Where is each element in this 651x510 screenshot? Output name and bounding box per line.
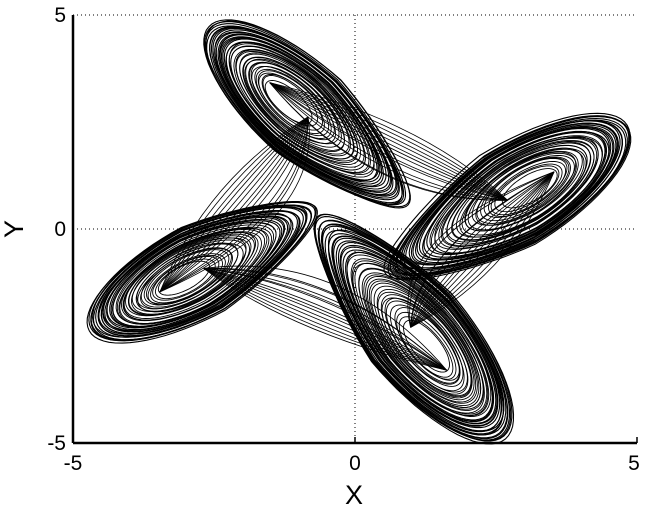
trajectory-curves — [86, 19, 632, 445]
trajectory-transition — [159, 116, 309, 293]
trajectory-loop — [467, 152, 577, 231]
trajectory-loop — [254, 66, 335, 141]
trajectory-loop — [346, 254, 489, 416]
trajectory-loop — [422, 131, 610, 261]
trajectory-loop — [327, 229, 505, 432]
y-axis-label: Y — [0, 220, 29, 238]
trajectory-transition — [159, 116, 309, 293]
trajectory-transition — [159, 116, 309, 293]
x-tick-label: 0 — [349, 452, 361, 475]
trajectory-loop — [451, 142, 592, 241]
trajectory-loop — [251, 65, 336, 144]
trajectory-transition — [203, 268, 447, 371]
trajectory-transition — [159, 116, 309, 293]
trajectory-transition — [410, 171, 555, 328]
trajectory-loop — [244, 59, 345, 153]
trajectory-transition — [159, 116, 309, 293]
trajectory-transition — [410, 171, 555, 328]
trajectory-transition — [159, 116, 309, 293]
trajectory-transition — [269, 82, 508, 201]
trajectory-loop — [476, 156, 571, 224]
trajectory-loop — [412, 125, 615, 265]
trajectory-loop — [248, 61, 345, 151]
trajectory-loop — [154, 258, 216, 300]
trajectory-loop — [146, 249, 230, 305]
trajectory-transition — [159, 116, 309, 293]
trajectory-transition — [203, 268, 447, 371]
y-tick-label: 5 — [54, 4, 66, 27]
trajectory-loop — [327, 233, 502, 433]
trajectory-loop — [137, 242, 244, 313]
axes — [71, 15, 638, 445]
trajectory-transition — [159, 116, 310, 293]
x-tick-label: 5 — [628, 452, 640, 475]
y-tick-label: 0 — [54, 218, 66, 241]
trajectory-transition — [159, 116, 309, 293]
trajectory-loop — [475, 155, 575, 226]
trajectory-loop — [245, 58, 350, 155]
trajectory-loop — [384, 297, 464, 387]
trajectory-loop — [104, 215, 290, 332]
x-tick-label: -5 — [64, 452, 83, 475]
trajectory-loop — [389, 304, 460, 384]
trajectory-loop — [116, 224, 275, 325]
trajectory-loop — [376, 288, 472, 397]
trajectory-transition — [159, 116, 309, 293]
grid — [73, 14, 637, 443]
trajectory-transition — [203, 268, 447, 371]
trajectory-loop — [365, 275, 478, 404]
trajectory-loop — [217, 33, 391, 192]
trajectory-loop — [131, 237, 247, 313]
trajectory-loop — [135, 239, 247, 312]
trajectory-loop — [206, 25, 403, 205]
trajectory-loop — [351, 260, 488, 415]
trajectory-loop — [385, 300, 461, 385]
trajectory-loop — [471, 151, 577, 226]
trajectory-loop — [501, 168, 558, 209]
trajectory-loop — [451, 144, 588, 241]
trajectory-loop — [363, 274, 480, 407]
trajectory-transition — [269, 82, 508, 201]
trajectory-loop — [461, 148, 585, 236]
trajectory-loop — [257, 70, 330, 137]
trajectory-loop — [464, 147, 583, 232]
trajectory-transition — [203, 268, 447, 371]
trajectory-transition — [269, 82, 508, 201]
trajectory-loop — [204, 21, 407, 206]
trajectory-transition — [159, 116, 309, 293]
trajectory-loop — [203, 19, 411, 209]
trajectory-loop — [366, 278, 477, 403]
trajectory-transition — [203, 268, 447, 371]
trajectory-loop — [423, 131, 608, 258]
trajectory-transition — [159, 116, 309, 293]
trajectory-loop — [434, 135, 599, 250]
x-axis-label: X — [345, 480, 363, 510]
trajectory-loop — [228, 41, 375, 176]
trajectory-loop — [387, 115, 632, 281]
y-tick-label: -5 — [47, 432, 66, 455]
trajectory-loop — [86, 201, 318, 344]
trajectory-loop — [324, 229, 504, 436]
trajectory-transition — [159, 116, 309, 293]
trajectory-loop — [480, 157, 570, 222]
trajectory-transition — [269, 82, 508, 201]
trajectory-loop — [368, 280, 475, 401]
trajectory-loop — [394, 117, 628, 277]
trajectory-loop — [313, 213, 515, 445]
trajectory-transition — [159, 116, 309, 293]
trajectory-loop — [383, 112, 631, 280]
trajectory-loop — [370, 282, 473, 399]
trajectory-loop — [358, 268, 482, 408]
trajectory-transition — [407, 171, 555, 328]
